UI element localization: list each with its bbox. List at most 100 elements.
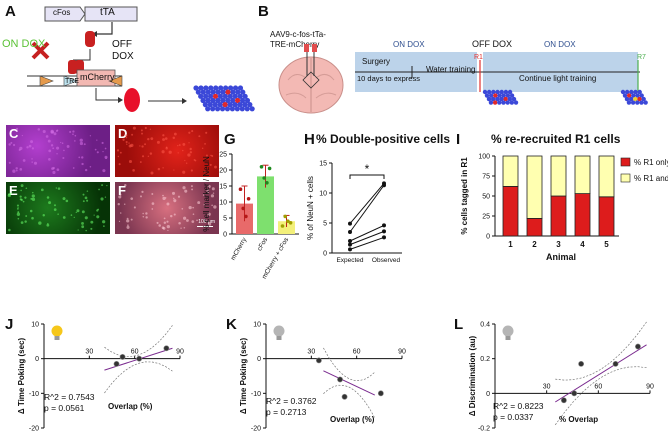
micro-speckle-dot [17,207,19,209]
chart-g: 0 5 10 15 20 25 % cell marker / NeuN mCherry cFo… [202,152,299,280]
bar-segment [526,218,543,237]
y-tick-label: 0 [486,234,490,241]
micro-speckle-dot [101,141,104,145]
panel-label-l: L [454,316,464,333]
micro-speckle-dot [72,167,75,169]
panel-label-c: C [9,126,19,141]
micro-speckle-dot [211,187,215,191]
micro-speckle-dot [104,147,107,150]
off-dox-label-2: DOX [112,51,134,62]
data-point [377,390,384,397]
virus-label-1: AAV9-c-fos-tTa- [270,30,326,39]
micro-speckle-dot [74,140,76,142]
cell-dot [208,85,214,91]
micrograph-f: F 100 µm [115,182,219,234]
micro-speckle-dot [207,212,211,216]
cell-dot [222,102,228,108]
micro-speckle-dot [82,200,85,203]
cell-dot [205,106,211,112]
micro-speckle-dot [8,143,11,146]
micro-speckle-dot [125,134,128,137]
micro-speckle-dot [32,191,34,194]
micro-speckle-dot [201,147,204,149]
micro-speckle-dot [22,200,25,203]
micro-speckle-dot [73,216,75,219]
micro-speckle-dot [162,194,164,197]
micro-speckle-dot [166,224,170,229]
micro-speckle-dot [8,228,11,232]
micro-speckle-dot [210,194,215,198]
micro-speckle-dot [45,135,49,138]
micro-speckle-dot [166,220,169,223]
data-point [286,219,290,223]
micro-speckle-dot [139,195,143,198]
bar-segment [574,155,591,194]
micro-speckle-dot [18,148,21,152]
micro-speckle-dot [182,149,184,152]
micro-speckle-dot [204,142,206,145]
y-tick-label: 25 [482,214,490,221]
micro-speckle-dot [20,189,22,192]
micro-speckle-dot [10,141,13,144]
x-tick-label: 4 [580,240,585,249]
micro-speckle-dot [85,229,87,232]
micro-speckle-dot [94,148,97,151]
micro-speckle-dot [84,216,88,220]
cell-dot [505,93,511,98]
y-tick-label: -20 [29,426,39,433]
micro-speckle-dot [105,157,107,160]
cell-dot [488,100,494,105]
promoter-label: cFos [53,8,71,17]
data-point [571,390,578,397]
cell-dot [507,89,513,95]
micro-speckle-dot [61,142,64,144]
panel-label-k: K [226,316,237,333]
cell-dot [207,102,213,108]
micro-speckle-dot [207,191,210,194]
data-point [348,239,352,243]
micro-speckle-dot [126,219,130,223]
micro-speckle-dot [158,224,161,227]
micro-speckle-dot [81,221,84,225]
micro-speckle-dot [55,187,58,189]
micro-speckle-dot [31,161,33,163]
micro-speckle-dot [172,136,176,140]
cell-dot [237,93,243,99]
micro-speckle-dot [130,218,133,221]
micro-speckle-dot [187,153,191,157]
timeline-surgery: Surgery [362,57,391,66]
cell-dot [210,97,216,104]
micro-speckle-dot [156,221,159,224]
micro-speckle-dot [86,190,89,192]
bar-segment [550,155,567,197]
micro-speckle-dot [40,188,44,192]
micro-speckle-dot [180,227,182,229]
x-tick-label: cFos [256,236,269,252]
panel-a-diagram [27,6,255,112]
micro-speckle-dot [207,185,211,189]
bar-segment [550,195,567,237]
x-tick-label: 60 [594,383,602,390]
bar [257,176,274,234]
cell-dot [486,96,492,102]
micro-speckle-dot [15,127,19,131]
micro-speckle-dot [48,158,51,161]
micro-speckle-dot [145,212,148,215]
y-tick-label: 10 [319,191,327,198]
micro-speckle-dot [89,135,92,137]
x-tick-label: 90 [646,383,654,390]
micro-speckle-dot [188,131,191,134]
micro-speckle-dot [131,133,134,136]
micro-speckle-dot [53,208,57,211]
cell-dot [234,106,240,112]
micro-speckle-dot [147,137,150,141]
micro-speckle-dot [163,221,167,224]
cell-dot [490,96,496,102]
micro-speckle-dot [173,169,175,171]
x-tick-label: 1 [508,240,513,249]
cell-dot [491,89,496,95]
micro-speckle-dot [20,184,24,188]
micro-speckle-dot [173,197,175,200]
panel-label-e: E [9,183,18,198]
cell-dot [637,89,642,95]
